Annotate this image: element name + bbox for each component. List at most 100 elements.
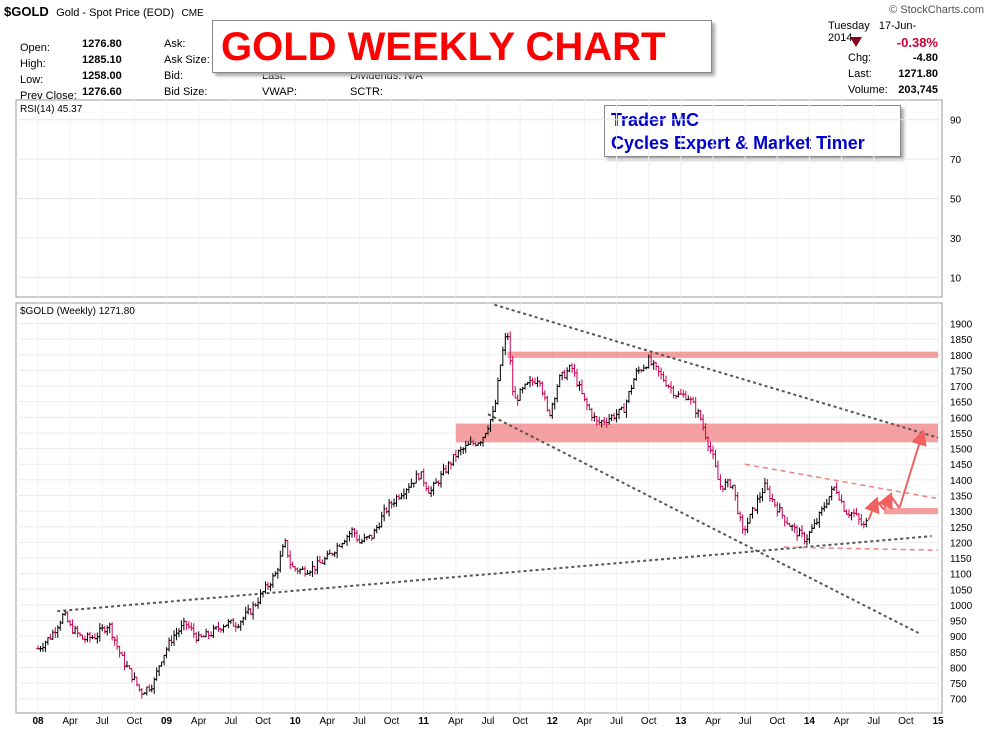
price-tick-label: 1300 bbox=[950, 507, 973, 518]
prev-close-label: Prev Close: bbox=[20, 90, 77, 102]
chg-value: -4.80 bbox=[912, 52, 938, 64]
x-tick-label: Apr bbox=[62, 716, 78, 727]
high-value: 1285.10 bbox=[82, 54, 122, 66]
rsi-tick-label: 90 bbox=[950, 116, 962, 127]
trader-box: Trader MC Cycles Expert & Market Timer bbox=[604, 105, 901, 157]
price-tick-label: 1350 bbox=[950, 491, 973, 502]
ask-size-label: Ask Size: bbox=[164, 54, 210, 66]
rsi-tick-label: 50 bbox=[950, 195, 962, 206]
x-tick-label: Jul bbox=[224, 716, 237, 727]
projection-arrow bbox=[878, 491, 893, 510]
price-tick-label: 1700 bbox=[950, 382, 973, 393]
red-dashed-line bbox=[783, 546, 939, 551]
price-tick-label: 1150 bbox=[950, 554, 972, 565]
brand-label: © StockCharts.com bbox=[889, 4, 984, 16]
price-tick-label: 800 bbox=[950, 663, 967, 674]
x-tick-label: Jul bbox=[353, 716, 366, 727]
chart-header: $GOLD Gold - Spot Price (EOD) CME bbox=[4, 4, 204, 19]
trader-tagline: Cycles Expert & Market Timer bbox=[611, 133, 865, 153]
price-tick-label: 1750 bbox=[950, 366, 973, 377]
price-tick-label: 1800 bbox=[950, 351, 973, 362]
down-arrow-icon bbox=[850, 37, 862, 47]
ticker-symbol: $GOLD bbox=[4, 4, 49, 19]
rsi-grid bbox=[16, 100, 942, 297]
x-tick-label: Apr bbox=[191, 716, 207, 727]
vwap-label: VWAP: bbox=[262, 86, 298, 98]
x-tick-label: Oct bbox=[770, 716, 786, 727]
price-tick-label: 700 bbox=[950, 695, 967, 706]
rsi-tick-label: 10 bbox=[950, 273, 962, 284]
support-bands bbox=[455, 351, 938, 515]
price-tick-label: 1450 bbox=[950, 460, 973, 471]
y-axis: 10 30 50 70 90 700 750 800 850 900 950 1000 1050 1100… bbox=[950, 116, 973, 706]
open-value: 1276.80 bbox=[82, 38, 122, 50]
last-label-mid: Last: bbox=[262, 70, 286, 82]
support-band bbox=[455, 423, 938, 443]
x-tick-label: Apr bbox=[834, 716, 850, 727]
date-value: 17-Jun-2014 bbox=[828, 20, 917, 44]
price-tick-label: 1850 bbox=[950, 335, 973, 346]
price-tick-label: 850 bbox=[950, 648, 967, 659]
x-tick-label: 13 bbox=[675, 716, 687, 727]
quote-left: Open: 1276.80 High: 1285.10 Low: 1258.00 Pr… bbox=[20, 38, 160, 102]
projection-arrow bbox=[864, 496, 880, 521]
x-tick-label: Jul bbox=[867, 716, 880, 727]
ask-label: Ask: bbox=[164, 38, 186, 50]
price-tick-label: 1650 bbox=[950, 398, 973, 409]
rsi-title: RSI(14) 45.37 bbox=[20, 104, 83, 115]
price-tick-label: 1900 bbox=[950, 320, 973, 331]
projection-arrows bbox=[864, 429, 927, 521]
x-tick-label: Apr bbox=[320, 716, 336, 727]
x-tick-label: Jul bbox=[610, 716, 623, 727]
x-tick-label: 08 bbox=[32, 716, 44, 727]
x-tick-label: Oct bbox=[255, 716, 271, 727]
projection-arrow bbox=[889, 494, 901, 509]
x-tick-label: Jul bbox=[482, 716, 495, 727]
low-value: 1258.00 bbox=[82, 70, 122, 82]
trend-lines bbox=[57, 303, 939, 634]
price-tick-label: 1550 bbox=[950, 429, 973, 440]
pct-change: -0.38% bbox=[896, 35, 938, 50]
x-tick-label: Oct bbox=[512, 716, 528, 727]
x-tick-label: Jul bbox=[739, 716, 752, 727]
volume-value: 203,745 bbox=[898, 84, 938, 96]
price-panel-frame bbox=[15, 302, 943, 714]
price-tick-label: 1100 bbox=[950, 570, 972, 581]
x-tick-label: Oct bbox=[384, 716, 400, 727]
date-day: Tuesday bbox=[828, 20, 870, 32]
rsi-tick-label: 30 bbox=[950, 234, 962, 245]
x-tick-label: 12 bbox=[547, 716, 559, 727]
last-value: 1271.80 bbox=[898, 68, 938, 80]
quote-right: Tuesday 17-Jun-2014 -0.38% Chg: -4.80 Las… bbox=[828, 20, 938, 100]
x-tick-label: Apr bbox=[705, 716, 721, 727]
quote-mid3: Dividends: N/A SCTR: bbox=[350, 70, 423, 102]
price-tick-label: 900 bbox=[950, 632, 967, 643]
quote-mid2: Last: VWAP: bbox=[262, 70, 297, 102]
quote-mid: Ask: Ask Size: Bid: Bid Size: bbox=[164, 38, 210, 102]
dividends-label: Dividends: N/A bbox=[350, 70, 423, 82]
trend-line bbox=[57, 535, 932, 613]
price-tick-label: 750 bbox=[950, 679, 967, 690]
x-tick-label: Oct bbox=[127, 716, 143, 727]
x-axis: 08 Apr Jul Oct 09 Apr Jul Oct 10 Apr Jul Oct 11 Apr Ju… bbox=[32, 716, 944, 727]
price-grid bbox=[16, 303, 942, 713]
low-label: Low: bbox=[20, 74, 44, 86]
x-tick-label: Apr bbox=[577, 716, 593, 727]
trend-line bbox=[494, 303, 939, 439]
sctr-label: SCTR: bbox=[350, 86, 383, 98]
open-label: Open: bbox=[20, 42, 50, 54]
trend-line bbox=[487, 413, 920, 634]
x-tick-label: 15 bbox=[932, 716, 944, 727]
rsi-tick-label: 70 bbox=[950, 155, 962, 166]
x-tick-label: 09 bbox=[161, 716, 173, 727]
projection-arrow bbox=[875, 499, 885, 511]
price-tick-label: 950 bbox=[950, 617, 967, 628]
volume-label: Volume: bbox=[848, 84, 888, 96]
high-label: High: bbox=[20, 58, 46, 70]
price-title: $GOLD (Weekly) 1271.80 bbox=[20, 306, 135, 317]
x-tick-label: Oct bbox=[898, 716, 914, 727]
red-dashed-line bbox=[745, 463, 939, 500]
prev-close-value: 1276.60 bbox=[82, 86, 122, 98]
bid-size-label: Bid Size: bbox=[164, 86, 208, 98]
